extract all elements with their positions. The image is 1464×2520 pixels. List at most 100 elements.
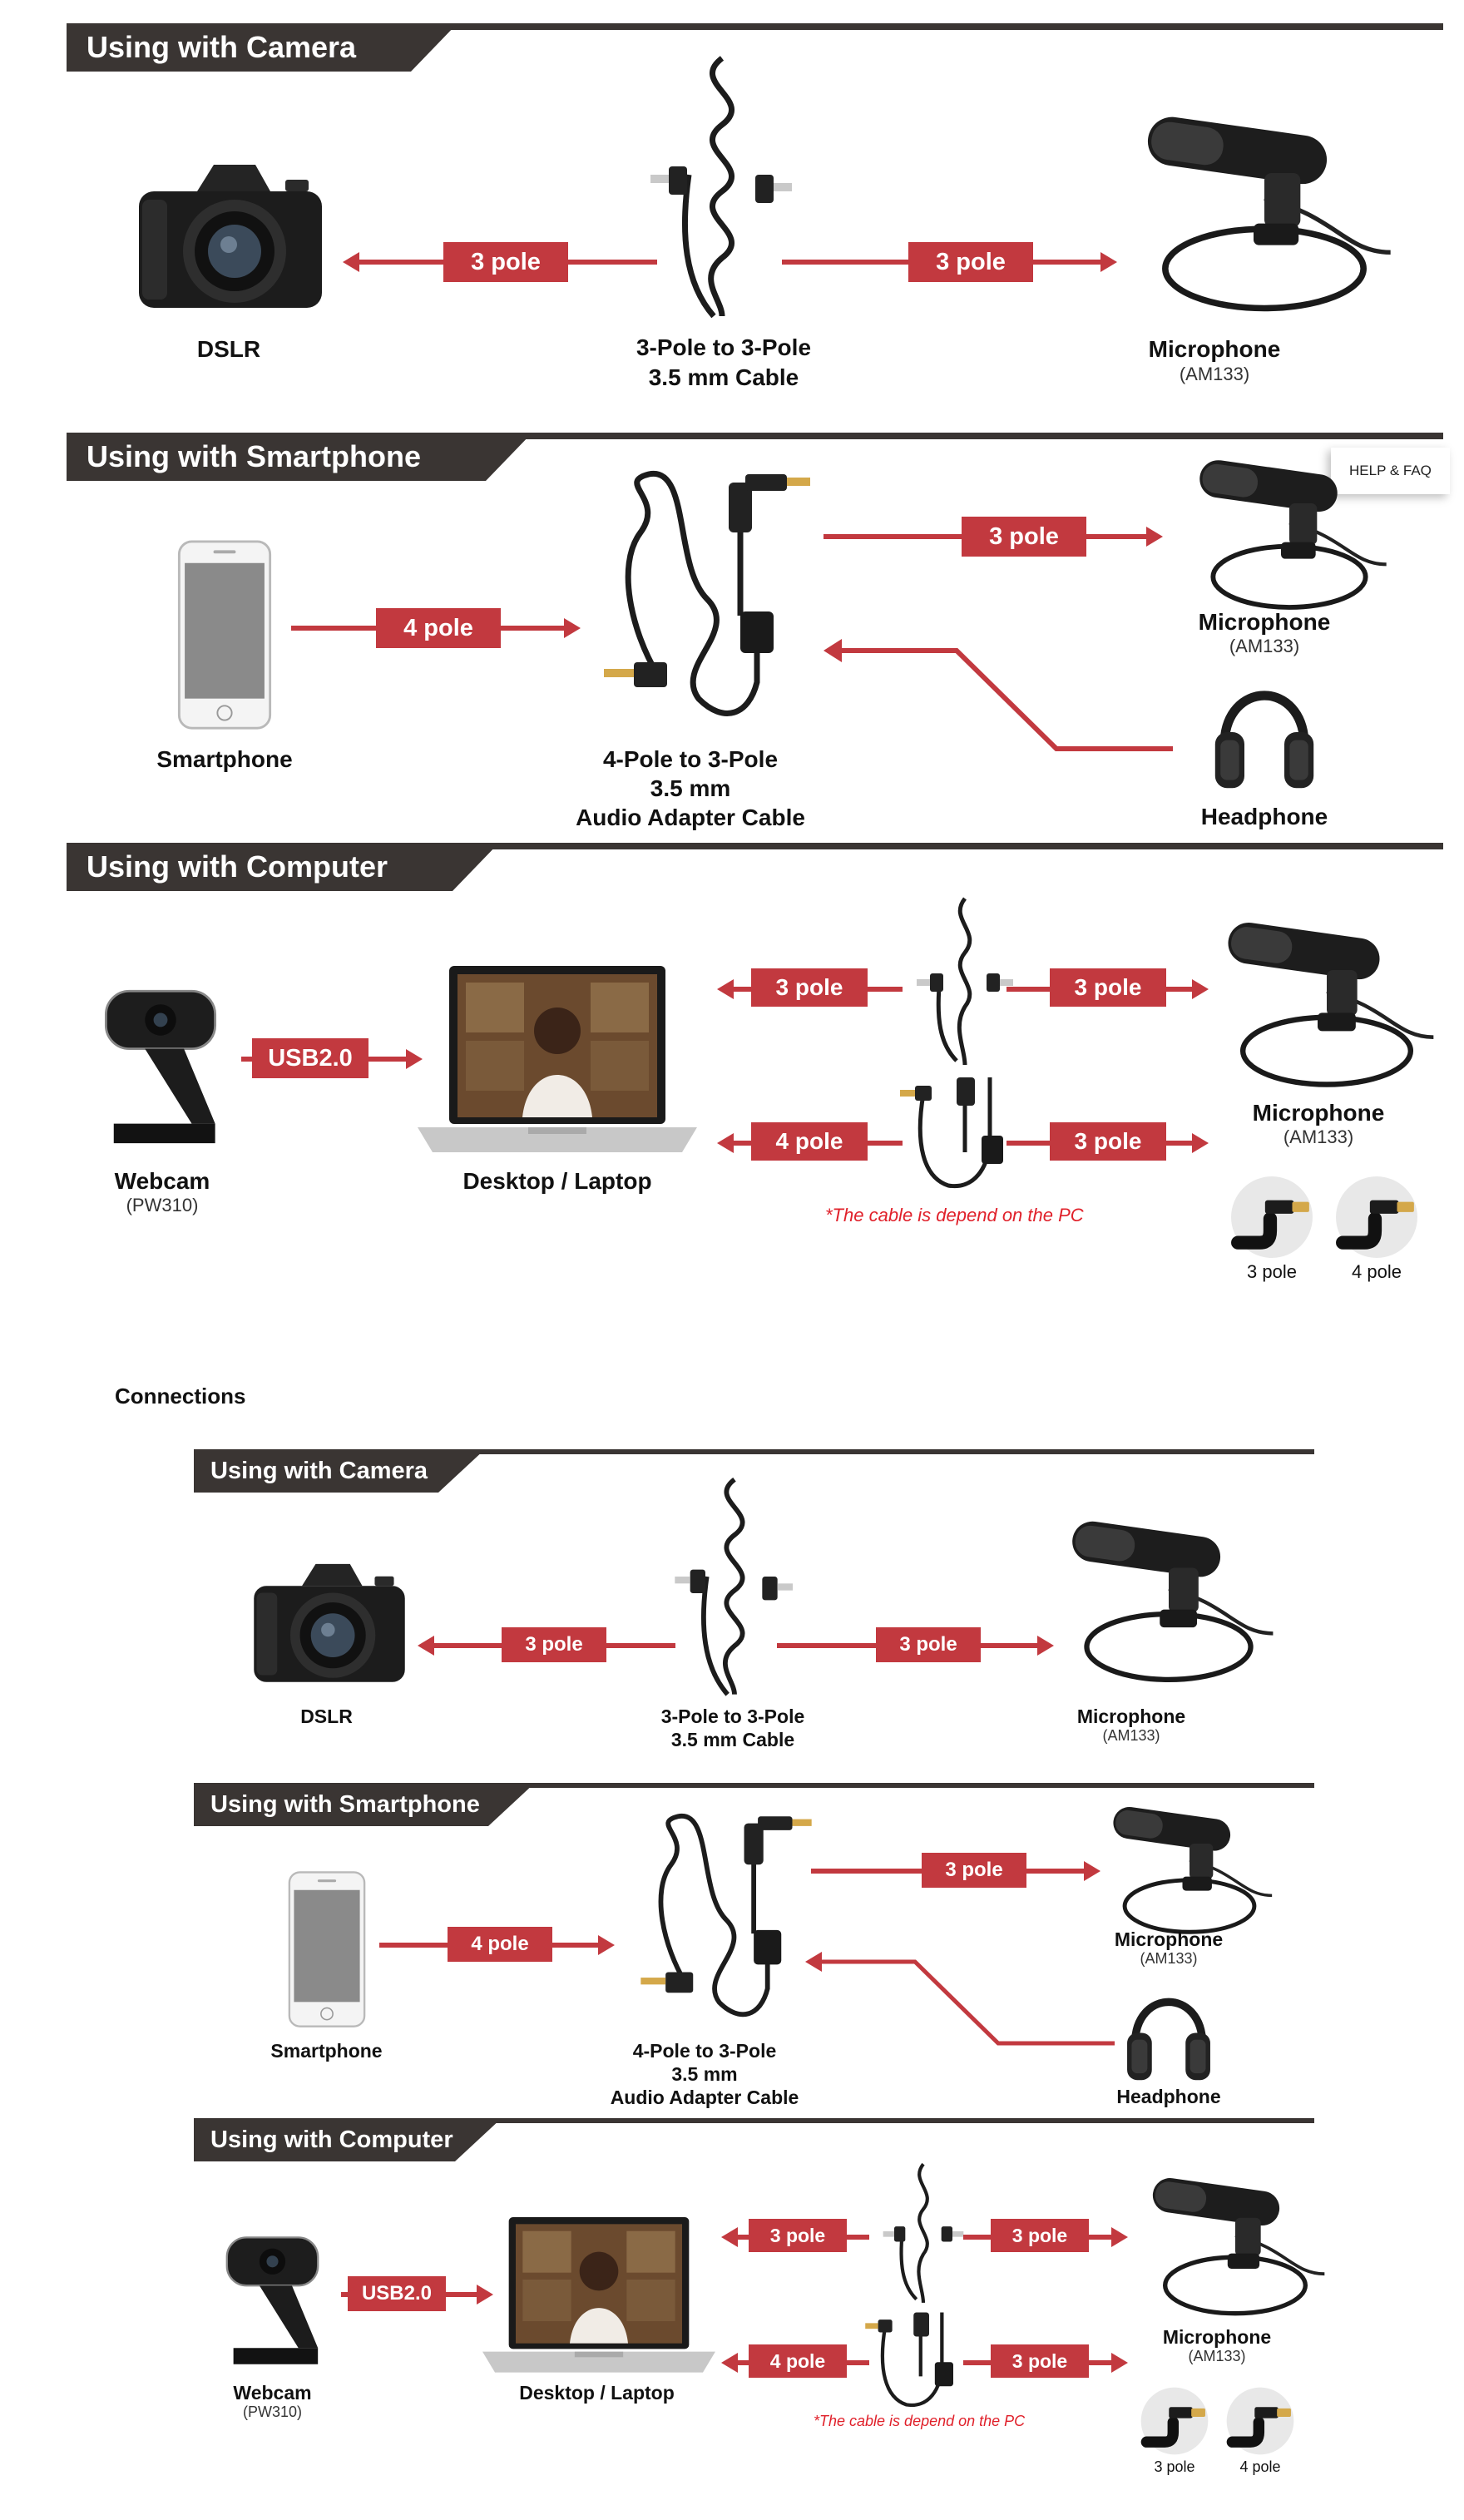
webcam-label: Webcam (114, 1168, 210, 1194)
smartphone-label: Smartphone (270, 2040, 383, 2062)
top-camera-section: Using with Camera (67, 23, 1443, 398)
dslr-label: DSLR (300, 1706, 353, 1727)
cable-label-line1: 3-Pole to 3-Pole (660, 1706, 805, 1727)
plug-4-pole-label: 4 pole (1239, 2458, 1281, 2475)
cable-label-line2: 3.5 mm Cable (670, 1729, 795, 1750)
adapter-cable-icon (865, 2312, 953, 2408)
tag-4-pole: 4 pole (448, 1927, 552, 1962)
dslr-label: DSLR (196, 336, 261, 362)
3pole-cable-icon (675, 1478, 793, 1696)
plug-3-pole-label: 3 pole (1154, 2458, 1195, 2475)
microphone-icon (1098, 108, 1431, 324)
mic-model: (AM133) (1179, 364, 1250, 384)
bottom-smartphone-section: Using with Smartphone (194, 1783, 1314, 2116)
top-computer-section: Using with Computer (67, 843, 1443, 1309)
microphone-icon (1181, 453, 1397, 620)
section-rule (194, 1783, 1314, 1788)
adapter-label-line3: Audio Adapter Cable (610, 2087, 799, 2108)
tag-4-pole-c: 4 pole (751, 1122, 868, 1161)
mic-model: (AM133) (1188, 2348, 1246, 2364)
smartphone-icon (285, 1870, 368, 2028)
webcam-label: Webcam (233, 2382, 312, 2404)
dslr-camera-icon (246, 1552, 413, 1689)
mic-label: Microphone (1252, 1100, 1385, 1126)
bottom-camera-section: Using with Camera (194, 1449, 1314, 1782)
cable-label-line1: 3-Pole to 3-Pole (636, 334, 812, 360)
laptop-icon (408, 961, 707, 1161)
cable-note: *The cable is depend on the PC (814, 2413, 1026, 2429)
section-rule (67, 433, 1443, 439)
adapter-label-line1: 4-Pole to 3-Pole (632, 2040, 777, 2062)
mic-label: Microphone (1198, 609, 1331, 635)
4-pole-plug-icon (1225, 2386, 1295, 2456)
3pole-cable-icon (650, 56, 792, 319)
microphone-icon (1098, 1801, 1281, 1943)
mic-label: Microphone (1114, 1928, 1224, 1950)
section-title: Using with Smartphone (67, 433, 532, 481)
tag-3-pole-d: 3 pole (991, 2344, 1089, 2378)
tag-3-pole-right: 3 pole (908, 242, 1033, 282)
headphone-icon (1210, 666, 1318, 799)
headphone-label: Headphone (1116, 2086, 1221, 2107)
dslr-camera-icon (126, 150, 334, 316)
section-title: Using with Smartphone (194, 1783, 535, 1826)
adapter-label-line2: 3.5 mm (671, 2063, 738, 2085)
smartphone-label: Smartphone (156, 746, 293, 772)
cable-note: *The cable is depend on the PC (825, 1205, 1084, 1225)
section-rule (67, 843, 1443, 849)
adapter-label-line3: Audio Adapter Cable (576, 805, 805, 830)
3pole-cable-icon (883, 2162, 964, 2303)
section-rule (194, 2118, 1314, 2123)
adapter-cable-icon (604, 471, 810, 716)
section-title: Using with Camera (194, 1449, 485, 1493)
tag-3-pole-a: 3 pole (749, 2219, 847, 2252)
microphone-icon (1210, 915, 1443, 1098)
webcam-icon (98, 982, 223, 1156)
mic-label: Microphone (1076, 1706, 1186, 1727)
mic-model: (AM133) (1229, 636, 1300, 656)
tag-usb: USB2.0 (348, 2276, 446, 2311)
4-pole-plug-icon (1334, 1175, 1419, 1260)
tag-3-pole-d: 3 pole (1050, 1122, 1166, 1161)
webcam-model: (PW310) (126, 1195, 199, 1215)
tag-3-pole-b: 3 pole (991, 2219, 1089, 2252)
tag-3-pole-left: 3 pole (443, 242, 568, 282)
section-title: Using with Camera (67, 23, 458, 72)
mic-model: (AM133) (1283, 1126, 1354, 1147)
smartphone-icon (175, 539, 274, 730)
tag-3-pole: 3 pole (962, 517, 1086, 557)
microphone-icon (1140, 2171, 1331, 2325)
laptop-label: Desktop / Laptop (519, 2382, 675, 2404)
section-rule (67, 23, 1443, 30)
webcam-model: (PW310) (242, 2404, 302, 2420)
adapter-cable-icon (640, 1814, 812, 2017)
3pole-cable-icon (917, 897, 1013, 1066)
tag-3-pole-a: 3 pole (751, 968, 868, 1007)
tag-3-pole-b: 3 pole (1050, 968, 1166, 1007)
microphone-icon (1031, 1514, 1306, 1693)
plug-4-pole-label: 4 pole (1352, 1261, 1402, 1282)
mic-model: (AM133) (1140, 1950, 1198, 1967)
tag-3-pole-left: 3 pole (502, 1627, 606, 1662)
headphone-label: Headphone (1200, 804, 1328, 829)
arrow-from-headphone (805, 1952, 1115, 2046)
3-pole-plug-icon (1140, 2386, 1209, 2456)
tag-usb: USB2.0 (252, 1038, 368, 1078)
arrow-from-headphone (824, 639, 1173, 751)
adapter-label-line1: 4-Pole to 3-Pole (602, 746, 779, 772)
laptop-label: Desktop / Laptop (462, 1168, 652, 1194)
mic-model: (AM133) (1102, 1727, 1160, 1744)
tag-4-pole: 4 pole (376, 608, 501, 648)
help-faq-button[interactable]: HELP & FAQ (1331, 448, 1450, 494)
headphone-icon (1123, 1977, 1214, 2089)
mic-label: Microphone (1148, 336, 1281, 362)
mic-label: Microphone (1162, 2326, 1272, 2348)
webcam-icon (220, 2230, 324, 2375)
laptop-icon (474, 2213, 724, 2379)
bottom-computer-section: Using with Computer (194, 2118, 1314, 2509)
section-title: Using with Computer (67, 843, 499, 891)
section-title: Using with Computer (194, 2118, 502, 2161)
cable-label-line2: 3.5 mm Cable (648, 364, 799, 390)
tag-3-pole: 3 pole (922, 1853, 1026, 1888)
adapter-cable-icon (900, 1077, 1003, 1189)
